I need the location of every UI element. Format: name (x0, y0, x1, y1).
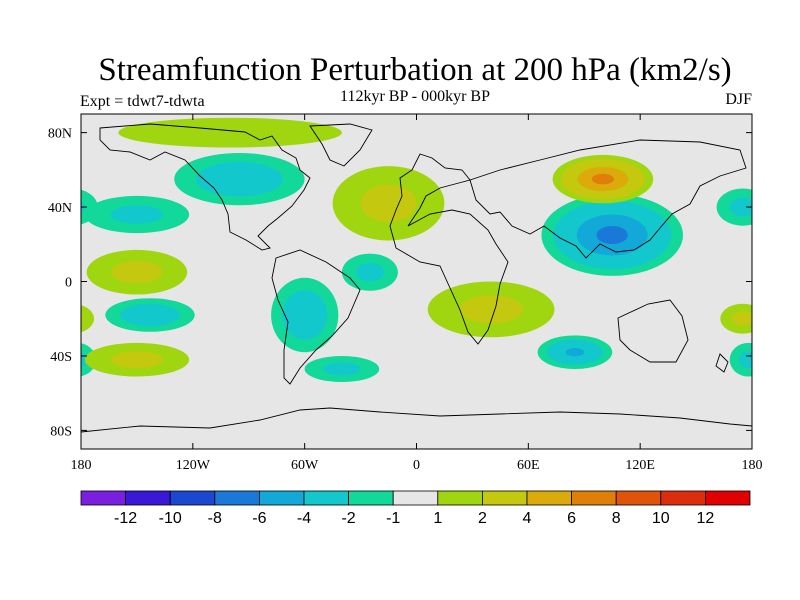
field-feature (84, 342, 190, 377)
contour-band (459, 295, 523, 324)
field-feature (84, 195, 190, 234)
field-feature (105, 298, 195, 332)
colorbar: -12 -10 -8 -6 -4 -2 -1 1 2 4 6 8 10 12 (80, 490, 751, 527)
colorbar-swatch (526, 490, 572, 506)
colorbar-swatch (348, 490, 394, 506)
colorbar-label: 12 (697, 510, 715, 527)
colorbar-swatch (169, 490, 216, 506)
colorbar-label: 10 (652, 510, 670, 527)
colorbar-swatch (258, 490, 305, 506)
coastline-new-zealand (715, 353, 729, 373)
lat-tick-label: 80S (50, 424, 72, 439)
season-label: DJF (725, 91, 752, 108)
contour-band (111, 261, 163, 284)
lat-tick-label: 80N (48, 127, 72, 142)
lon-tick-label: 0 (413, 458, 420, 473)
lon-tick-label: 180 (71, 458, 92, 473)
field-feature (332, 166, 445, 241)
contour-band (731, 311, 752, 327)
contour-band (81, 314, 83, 323)
colorbar-swatch (705, 490, 751, 506)
field-feature (271, 277, 339, 353)
field-feature (552, 154, 654, 204)
coastline-north-america (99, 123, 311, 251)
colorbar-label: 2 (478, 510, 487, 527)
colorbar-swatch (214, 490, 260, 506)
colorbar-swatch (125, 490, 171, 506)
lon-tick-label: 60W (291, 458, 319, 473)
field-feature (541, 194, 683, 276)
contour-band (323, 362, 361, 376)
colorbar-label: 1 (433, 510, 442, 527)
field-feature (341, 253, 398, 291)
experiment-label: Expt = tdwt7-tdwta (80, 93, 205, 110)
field-feature (174, 153, 305, 206)
coastline-australia (617, 299, 689, 363)
contour-band (729, 197, 752, 217)
contour-band (118, 117, 342, 148)
contour-band (81, 189, 98, 225)
field-feature (720, 303, 752, 334)
contour-band (81, 305, 95, 333)
plot-subtitle: 112kyr BP - 000kyr BP (340, 88, 490, 105)
colorbar-swatch (80, 490, 126, 506)
lon-tick-label: 60E (517, 458, 540, 473)
streamfunction-field (81, 117, 752, 382)
contour-band (739, 351, 752, 369)
field-feature (729, 342, 752, 377)
axis-ticks: 80N 40N 0 40S 80S 180 120W 60W 0 60E 120E 180 (48, 114, 763, 473)
colorbar-label: -12 (114, 510, 137, 527)
lat-tick-label: 40S (50, 350, 72, 365)
contour-band (355, 262, 384, 282)
contour-band (565, 348, 585, 357)
field-feature (427, 281, 555, 338)
colorbar-label: -10 (159, 510, 182, 527)
colorbar-label: -2 (341, 510, 355, 527)
colorbar-swatch (437, 490, 483, 506)
coastline-greenland (309, 123, 373, 167)
field-feature (118, 117, 342, 148)
colorbar-swatch (303, 490, 349, 506)
contour-band (360, 184, 417, 222)
contour-band (591, 173, 615, 185)
lon-tick-label: 120W (176, 458, 211, 473)
coastline-antarctica (81, 407, 752, 433)
field-feature (537, 335, 613, 370)
contour-band (195, 161, 283, 197)
colorbar-swatch (571, 490, 617, 506)
colorbar-label: -6 (252, 510, 266, 527)
contour-band (596, 226, 628, 244)
colorbar-swatch (615, 490, 662, 506)
colorbar-swatch (660, 490, 706, 506)
colorbar-label: 6 (567, 510, 576, 527)
field-feature (81, 305, 95, 333)
lon-tick-label: 120E (625, 458, 655, 473)
coastline-south-america (271, 249, 361, 385)
lon-tick-label: 180 (742, 458, 763, 473)
colorbar-label: -8 (208, 510, 222, 527)
coastline-europe-africa (389, 153, 509, 345)
field-feature (304, 356, 380, 382)
lat-tick-label: 40N (48, 201, 72, 216)
lat-tick-label: 0 (65, 276, 72, 291)
colorbar-label: -4 (297, 510, 311, 527)
coastlines (81, 123, 752, 433)
coastline-asia (469, 139, 747, 259)
contour-band (110, 205, 163, 224)
contour-band (120, 303, 180, 327)
plot-title: Streamfunction Perturbation at 200 hPa (… (98, 52, 732, 88)
map-area (80, 113, 753, 450)
field-feature (716, 188, 752, 226)
colorbar-label: 8 (612, 510, 621, 527)
colorbar-swatch (481, 490, 528, 506)
contour-band (110, 351, 163, 369)
colorbar-label: 4 (523, 510, 532, 527)
contour-band (282, 290, 328, 340)
field-feature (86, 249, 188, 295)
colorbar-swatch (392, 490, 439, 506)
colorbar-label: -1 (386, 510, 400, 527)
